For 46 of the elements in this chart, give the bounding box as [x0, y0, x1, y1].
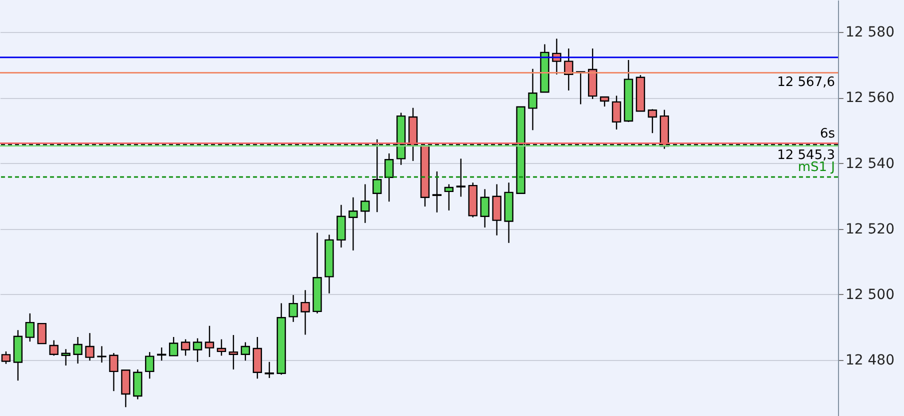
candlestick — [61, 348, 70, 366]
y-tick-label: 12 540 — [846, 156, 894, 172]
candlestick — [480, 188, 490, 228]
candlestick — [228, 334, 238, 370]
candlestick — [432, 170, 442, 214]
y-tick-label: 12 580 — [846, 24, 894, 41]
ref-line-label: 6s — [820, 126, 836, 142]
candlestick — [85, 332, 94, 362]
candlestick — [49, 340, 58, 356]
candlestick — [25, 312, 35, 342]
candlestick — [612, 95, 622, 130]
candlestick — [1, 350, 11, 364]
candlestick — [348, 196, 358, 252]
candlestick — [37, 322, 46, 344]
candlestick — [648, 108, 658, 134]
candlestick — [133, 368, 142, 400]
candlestick — [109, 352, 118, 392]
y-tick-label: 12 560 — [846, 90, 894, 106]
candlestick — [252, 336, 262, 380]
candlestick — [180, 338, 190, 356]
candlestick — [456, 158, 466, 198]
candlestick — [204, 325, 214, 358]
candlestick — [240, 342, 250, 362]
candlestick — [300, 290, 310, 336]
candlestick — [192, 338, 202, 363]
candlestick — [97, 346, 106, 364]
y-tick-label: 12 520 — [846, 221, 894, 238]
candlestick — [360, 184, 370, 224]
candlestick — [216, 338, 226, 356]
candlestick — [384, 152, 394, 202]
candlestick — [145, 351, 154, 380]
candlestick — [73, 336, 82, 364]
candlestick — [444, 184, 454, 212]
candlestick — [168, 336, 178, 356]
candlestick — [121, 370, 130, 408]
candlestick — [528, 68, 538, 131]
ref-line-label: mS1 J — [798, 160, 835, 176]
candlestick — [336, 204, 346, 248]
ref-line-label: 12 567,6 — [777, 74, 835, 90]
candlestick — [264, 361, 274, 379]
candlestick — [288, 294, 298, 323]
candlestick — [600, 96, 610, 108]
candlestick — [492, 184, 502, 236]
candlestick — [564, 48, 574, 92]
y-tick-label: 12 480 — [846, 352, 894, 368]
y-tick-label: 12 500 — [846, 286, 894, 303]
